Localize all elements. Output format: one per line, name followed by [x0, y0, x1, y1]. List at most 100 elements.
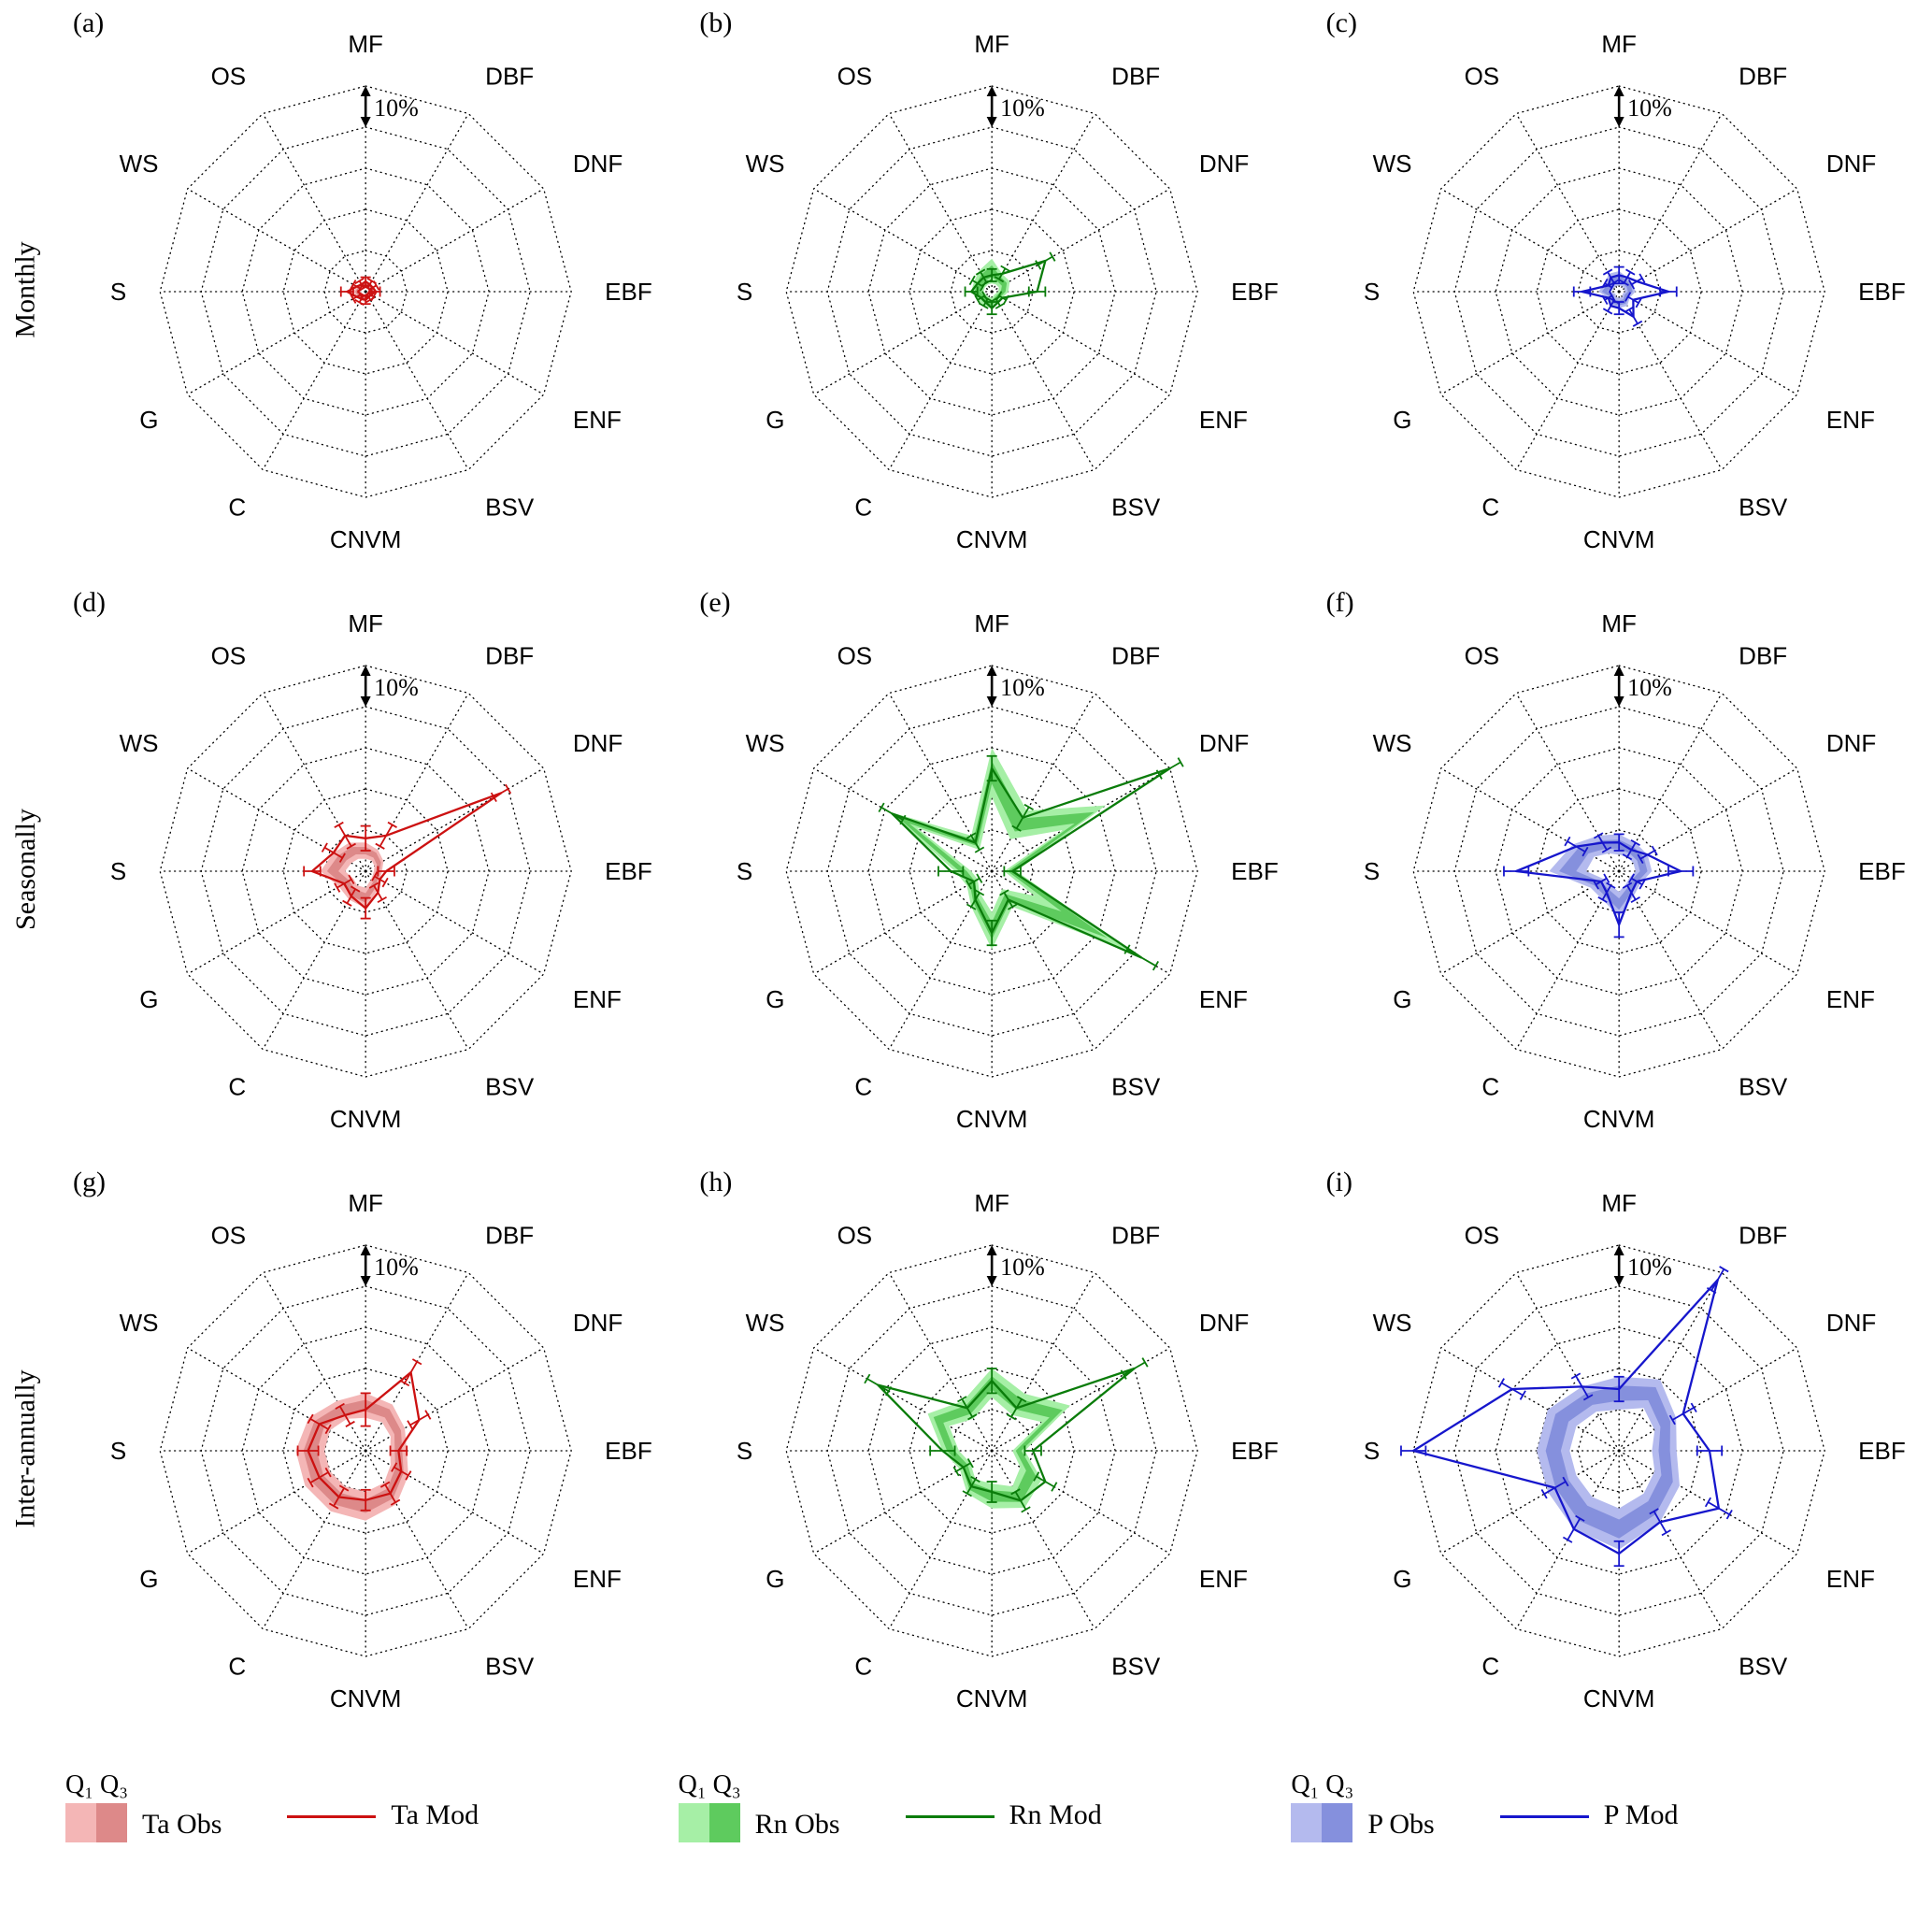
svg-text:MF: MF: [348, 609, 383, 638]
svg-text:WS: WS: [120, 729, 159, 757]
svg-text:S: S: [1363, 1437, 1379, 1465]
svg-text:DBF: DBF: [1739, 1221, 1787, 1249]
legend: Q₁ Q₃ Ta Obs Ta Mod Q₁ Q₃ Rn Obs: [0, 1739, 1932, 1906]
panel-e: (e) MF DBF DNF EBF ENF BSV CNVM C G S WS OS 10%: [679, 580, 1305, 1159]
obs-band-swatch-rn: [678, 1803, 740, 1842]
svg-text:DBF: DBF: [1111, 1221, 1160, 1249]
svg-text:OS: OS: [211, 62, 247, 90]
svg-text:C: C: [228, 1073, 246, 1101]
svg-text:EBF: EBF: [605, 278, 652, 306]
svg-text:DBF: DBF: [1111, 641, 1160, 669]
row-label-seasonally: Seasonally: [10, 809, 42, 930]
svg-text:S: S: [110, 278, 126, 306]
svg-text:DNF: DNF: [1826, 150, 1876, 178]
svg-text:CNVM: CNVM: [1583, 1105, 1655, 1133]
mod-line-sample-p: [1499, 1814, 1589, 1818]
panel-c: (c) MF DBF DNF EBF ENF BSV CNVM C G S WS OS 10%: [1306, 0, 1932, 580]
svg-text:MF: MF: [348, 1189, 383, 1217]
svg-text:10%: 10%: [374, 94, 419, 122]
panel-letter-a: (a): [73, 7, 105, 38]
svg-text:DBF: DBF: [1111, 62, 1160, 90]
mod-line-sample-ta: [287, 1814, 377, 1818]
svg-text:WS: WS: [1372, 729, 1411, 757]
svg-text:G: G: [1393, 985, 1411, 1013]
svg-text:WS: WS: [120, 150, 159, 178]
svg-text:OS: OS: [1464, 641, 1499, 669]
radar-chart-i: MF DBF DNF EBF ENF BSV CNVM C G S WS OS 10%: [1363, 1189, 1905, 1713]
svg-text:DNF: DNF: [1826, 1309, 1876, 1337]
mod-line-sample-rn: [905, 1814, 995, 1818]
legend-obs-label-ta: Ta Obs: [142, 1809, 222, 1840]
legend-q-label-ta: Q₁ Q₃: [65, 1770, 128, 1799]
svg-text:C: C: [855, 494, 873, 522]
panel-g: (g) MF DBF DNF EBF ENF BSV CNVM C G S WS OS 10%: [52, 1159, 679, 1739]
svg-text:WS: WS: [1372, 1309, 1411, 1337]
svg-text:10%: 10%: [1627, 674, 1672, 701]
row-label-monthly: Monthly: [10, 241, 42, 338]
svg-text:10%: 10%: [374, 1254, 419, 1281]
panel-h: (h) MF DBF DNF EBF ENF BSV CNVM C G S WS OS 10%: [679, 1159, 1305, 1739]
svg-text:CNVM: CNVM: [330, 1105, 402, 1133]
svg-text:S: S: [1363, 278, 1379, 306]
legend-obs-block-p: Q₁ Q₃ P Obs: [1291, 1770, 1435, 1842]
svg-text:G: G: [766, 406, 785, 434]
legend-obs-label-rn: Rn Obs: [754, 1809, 840, 1840]
svg-text:MF: MF: [1601, 609, 1637, 638]
svg-text:EBF: EBF: [1858, 857, 1906, 885]
svg-text:DNF: DNF: [573, 729, 623, 757]
svg-text:DNF: DNF: [1199, 729, 1249, 757]
svg-text:S: S: [110, 857, 126, 885]
panel-letter-g: (g): [73, 1167, 106, 1197]
svg-text:ENF: ENF: [1826, 406, 1875, 434]
svg-text:10%: 10%: [1000, 674, 1045, 701]
svg-text:MF: MF: [1601, 30, 1637, 58]
panel-letter-f: (f): [1325, 587, 1354, 618]
panel-letter-c: (c): [1325, 7, 1357, 38]
svg-text:EBF: EBF: [1231, 278, 1279, 306]
panel-d: (d) MF DBF DNF EBF ENF BSV CNVM C G S WS OS 10%: [52, 580, 679, 1159]
panel-i: (i) MF DBF DNF EBF ENF BSV CNVM C G S WS OS 10%: [1306, 1159, 1932, 1739]
radar-chart-a: MF DBF DNF EBF ENF BSV CNVM C G S WS OS 10%: [110, 30, 652, 553]
svg-text:ENF: ENF: [1199, 406, 1248, 434]
panel-letter-h: (h): [699, 1167, 733, 1197]
legend-q-label-rn: Q₁ Q₃: [678, 1770, 741, 1799]
svg-text:WS: WS: [746, 150, 785, 178]
svg-text:MF: MF: [348, 30, 383, 58]
svg-text:WS: WS: [746, 729, 785, 757]
legend-q-label-p: Q₁ Q₃: [1291, 1770, 1354, 1799]
svg-text:EBF: EBF: [1231, 857, 1279, 885]
svg-text:ENF: ENF: [1199, 985, 1248, 1013]
svg-text:ENF: ENF: [1826, 1565, 1875, 1593]
svg-text:DBF: DBF: [485, 641, 534, 669]
svg-text:OS: OS: [1464, 1221, 1499, 1249]
legend-mod-rn: Rn Mod: [905, 1799, 1102, 1842]
svg-text:EBF: EBF: [605, 857, 652, 885]
legend-group-ta: Q₁ Q₃ Ta Obs Ta Mod: [65, 1770, 679, 1842]
panel-letter-d: (d): [73, 587, 106, 618]
svg-text:DBF: DBF: [1739, 641, 1787, 669]
radar-chart-g: MF DBF DNF EBF ENF BSV CNVM C G S WS OS 10%: [110, 1189, 652, 1713]
svg-text:S: S: [110, 1437, 126, 1465]
svg-text:BSV: BSV: [485, 494, 535, 522]
svg-text:ENF: ENF: [1826, 985, 1875, 1013]
svg-text:EBF: EBF: [605, 1437, 652, 1465]
svg-text:CNVM: CNVM: [1583, 525, 1655, 553]
panel-letter-e: (e): [699, 587, 731, 618]
obs-band-swatch-ta: [65, 1803, 127, 1842]
svg-text:C: C: [855, 1653, 873, 1681]
svg-text:C: C: [228, 1653, 246, 1681]
svg-text:BSV: BSV: [485, 1073, 535, 1101]
svg-text:10%: 10%: [1627, 1254, 1672, 1281]
svg-text:DNF: DNF: [1199, 1309, 1249, 1337]
radar-chart-e: MF DBF DNF EBF ENF BSV CNVM C G S WS OS 10%: [737, 609, 1279, 1133]
panel-letter-i: (i): [1325, 1167, 1352, 1197]
svg-text:MF: MF: [1601, 1189, 1637, 1217]
svg-text:BSV: BSV: [1739, 1653, 1788, 1681]
svg-text:G: G: [766, 985, 785, 1013]
svg-text:S: S: [737, 278, 752, 306]
svg-text:C: C: [228, 494, 246, 522]
svg-text:CNVM: CNVM: [956, 1684, 1028, 1713]
svg-text:G: G: [766, 1565, 785, 1593]
svg-text:OS: OS: [837, 1221, 873, 1249]
